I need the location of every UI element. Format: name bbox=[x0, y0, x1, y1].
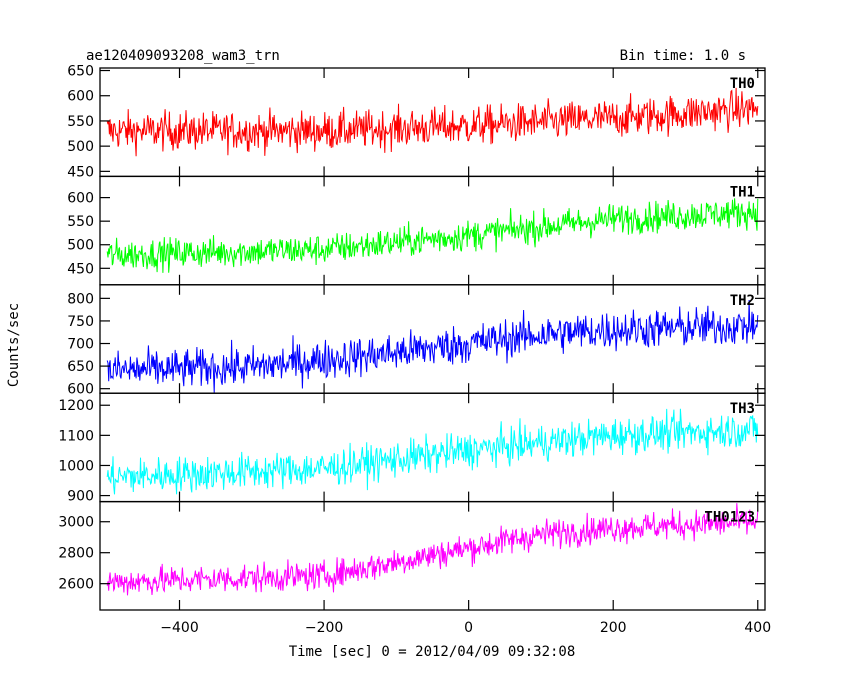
panel-frame bbox=[99, 500, 766, 611]
y-tick-label: 500 bbox=[67, 238, 94, 254]
panel-th3: 900 1000 1100 1200 TH3 bbox=[58, 392, 766, 505]
x-tick-label: 400 bbox=[744, 620, 771, 636]
y-tick-label: 600 bbox=[67, 382, 94, 398]
panel-label: TH0 bbox=[730, 76, 755, 92]
y-tick-label: 550 bbox=[67, 214, 94, 230]
panel-label: TH2 bbox=[730, 293, 755, 309]
y-tick-label: 600 bbox=[67, 89, 94, 105]
panel-frame bbox=[99, 284, 766, 394]
series-line-th1 bbox=[106, 198, 759, 273]
y-tick-label: 3000 bbox=[58, 515, 94, 531]
y-tick-label: 450 bbox=[67, 164, 94, 180]
y-tick-label: 1000 bbox=[58, 458, 94, 474]
x-tick-label: 0 bbox=[464, 620, 473, 636]
series-line-th2 bbox=[106, 299, 759, 393]
x-axis: −400 −200 0 200 400 bbox=[160, 620, 771, 636]
y-axis-label: Counts/sec bbox=[6, 303, 22, 387]
series-line-th3 bbox=[106, 408, 759, 495]
y-tick-label: 600 bbox=[67, 191, 94, 207]
panel-th1: 450 500 550 600 TH1 bbox=[67, 175, 766, 286]
y-tick-label: 1100 bbox=[58, 428, 94, 444]
panel-label: TH1 bbox=[730, 184, 755, 200]
panel-th0: 450 500 550 600 650 TH0 bbox=[67, 64, 766, 180]
panel-label: TH0123 bbox=[704, 510, 755, 526]
x-tick-label: 200 bbox=[600, 620, 627, 636]
y-tick-label: 550 bbox=[67, 114, 94, 130]
y-tick-label: 2600 bbox=[58, 577, 94, 593]
y-tick-label: 2800 bbox=[58, 546, 94, 562]
bin-time-label: Bin time: 1.0 s bbox=[620, 48, 746, 64]
series-line-th0123 bbox=[106, 503, 759, 596]
figure-title: ae120409093208_wam3_trn bbox=[86, 48, 280, 64]
y-tick-label: 1200 bbox=[58, 398, 94, 414]
x-tick-label: −400 bbox=[160, 620, 198, 636]
y-tick-label: 750 bbox=[67, 314, 94, 330]
x-tick-label: −200 bbox=[305, 620, 343, 636]
y-tick-label: 700 bbox=[67, 337, 94, 353]
panel-label: TH3 bbox=[730, 401, 755, 417]
panel-th2: 600 650 700 750 800 TH2 bbox=[67, 284, 766, 398]
panel-th0123: 2600 2800 3000 TH0123 bbox=[58, 500, 766, 611]
y-tick-label: 900 bbox=[67, 489, 94, 505]
y-tick-label: 450 bbox=[67, 261, 94, 277]
series-line-th0 bbox=[106, 87, 759, 157]
x-axis-label: Time [sec] 0 = 2012/04/09 09:32:08 bbox=[289, 644, 576, 660]
y-tick-label: 500 bbox=[67, 139, 94, 155]
y-tick-label: 800 bbox=[67, 291, 94, 307]
panels: 450 500 550 600 650 TH0 450 500 550 600 TH1 600 650 7… bbox=[58, 64, 766, 611]
y-tick-label: 650 bbox=[67, 359, 94, 375]
y-tick-label: 650 bbox=[67, 64, 94, 80]
panel-frame bbox=[99, 175, 766, 286]
